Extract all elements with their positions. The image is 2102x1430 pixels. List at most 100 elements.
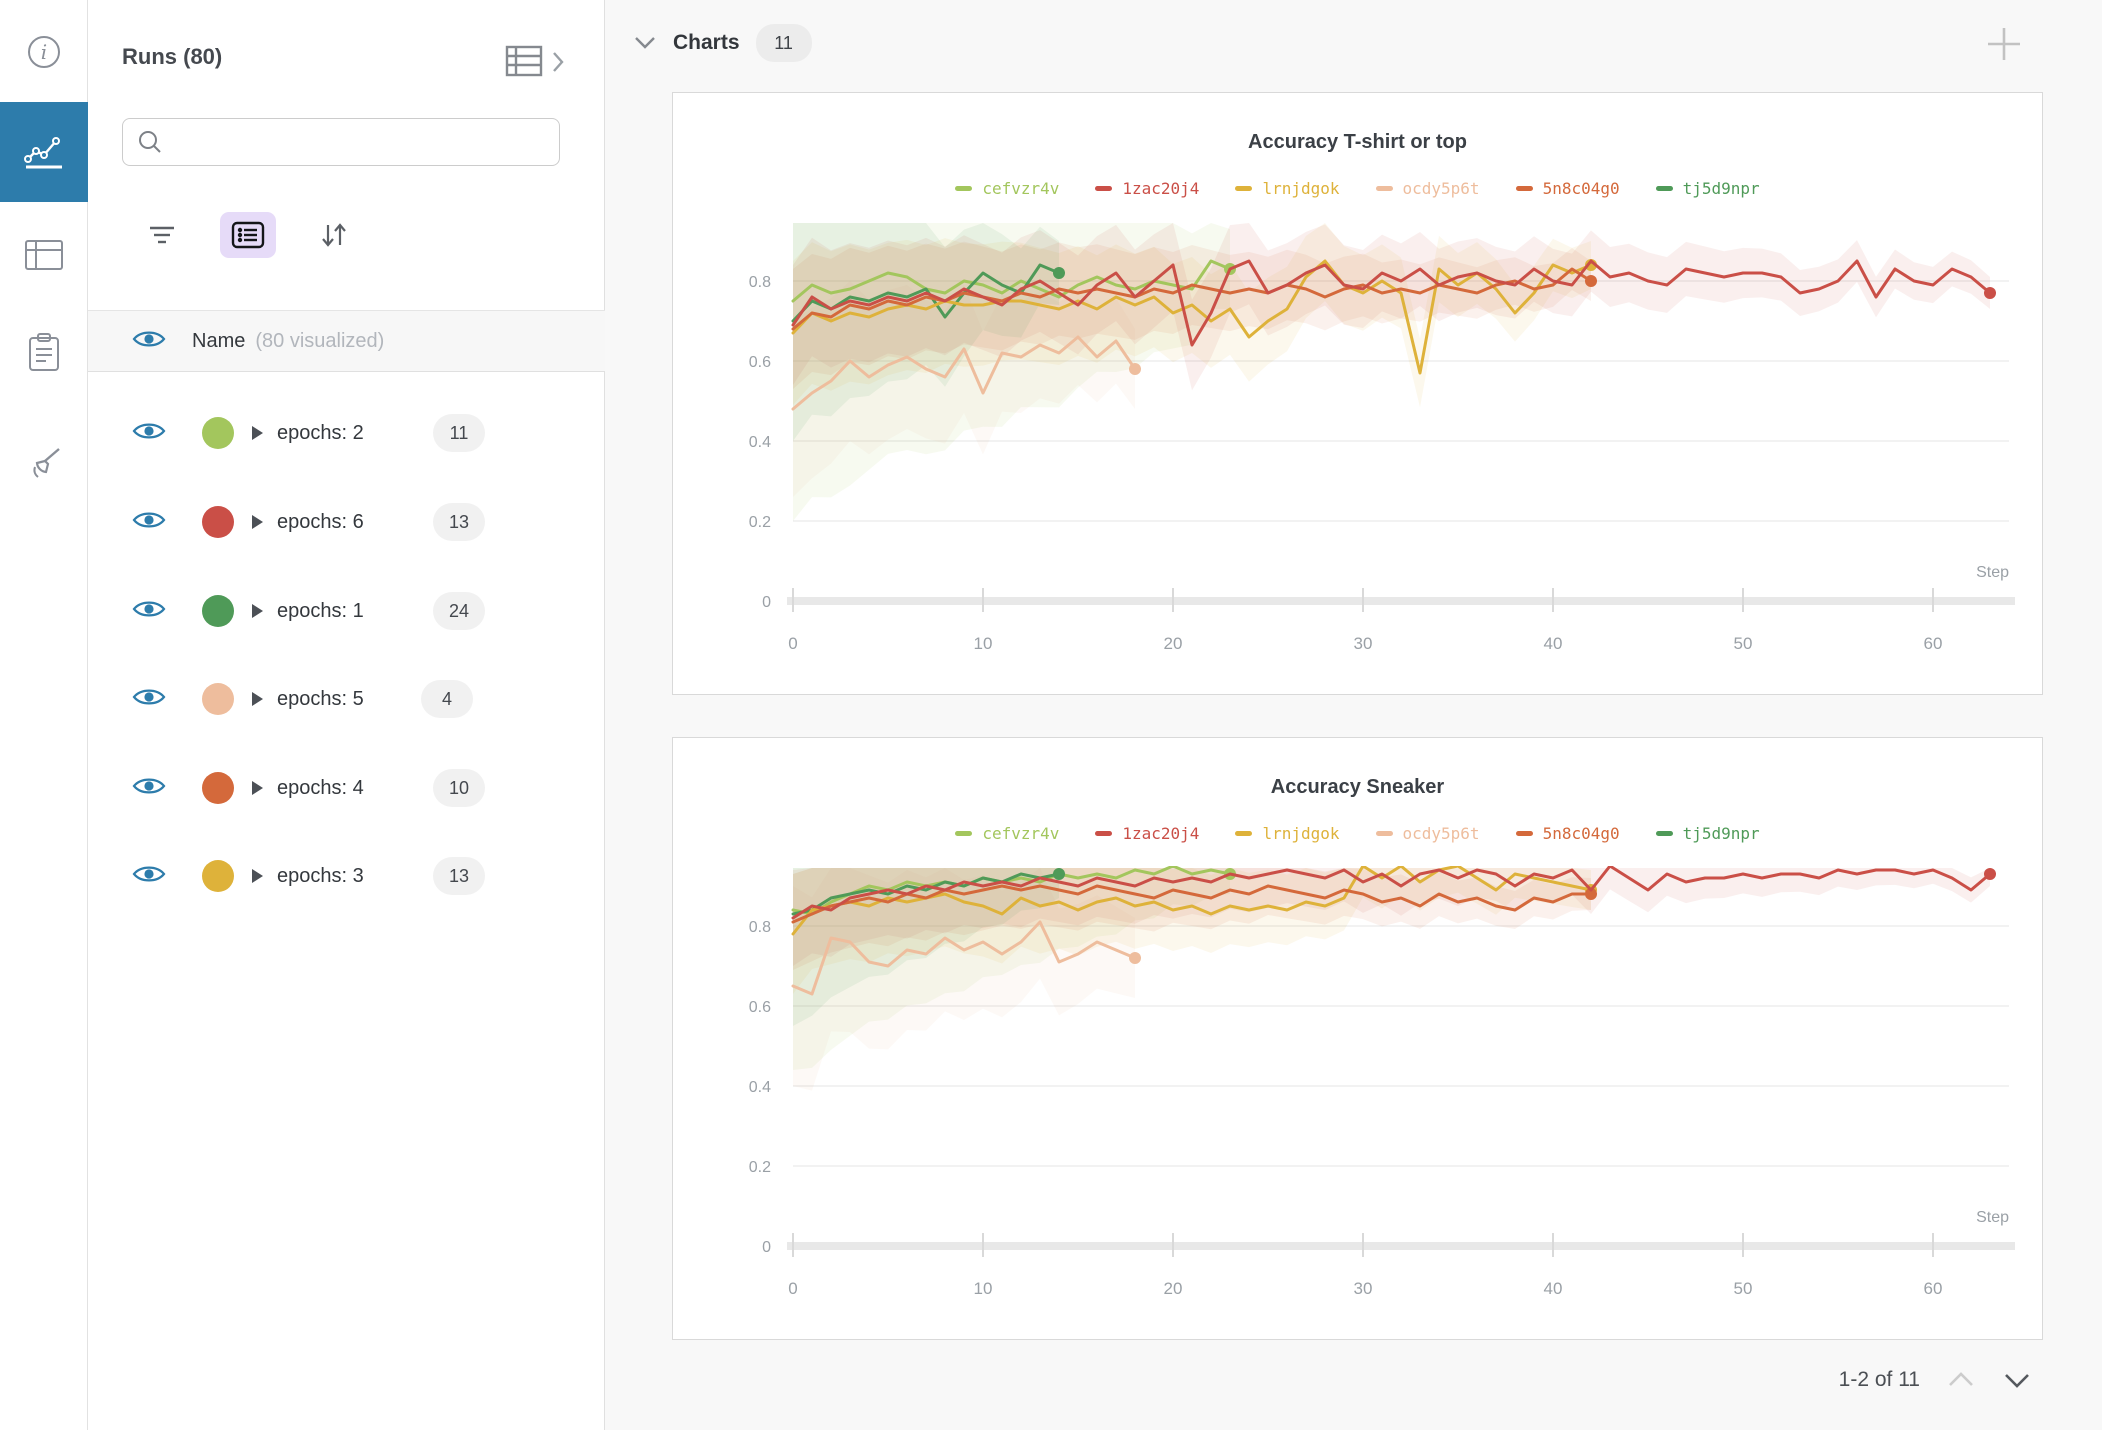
svg-text:i: i xyxy=(41,40,47,64)
run-group-row[interactable]: epochs: 3 13 xyxy=(88,843,605,909)
visibility-eye-icon[interactable] xyxy=(132,420,166,447)
svg-text:0.4: 0.4 xyxy=(749,434,771,451)
panel-pagination: 1-2 of 11 xyxy=(1839,1368,2032,1392)
visibility-eye-icon[interactable] xyxy=(132,598,166,625)
legend-item[interactable]: ocdy5p6t xyxy=(1375,179,1480,198)
legend-swatch xyxy=(1235,831,1253,836)
chart-plot-wrap: 0 0.2 0.4 0.6 0.8 0 10 20 30 40 50 60 Step xyxy=(683,864,2033,1333)
run-group-label: epochs: 1 xyxy=(277,599,364,622)
sweep-broom-icon[interactable] xyxy=(0,414,88,514)
legend-item[interactable]: 5n8c04g0 xyxy=(1515,824,1620,843)
expand-caret-icon[interactable] xyxy=(252,604,263,618)
series-line-1zac20j4 xyxy=(791,864,1992,920)
chart-legend: cefvzr4v 1zac20j4 lrnjdgok ocdy5p6t 5n8c04g0… xyxy=(673,179,2042,198)
charts-icon[interactable] xyxy=(0,102,88,202)
chart-plot[interactable]: 0 0.2 0.4 0.6 0.8 0 10 20 30 40 50 60 Step xyxy=(683,864,2033,1328)
legend-item[interactable]: tj5d9npr xyxy=(1655,179,1760,198)
legend-label: cefvzr4v xyxy=(982,824,1060,843)
visibility-eye-icon[interactable] xyxy=(132,686,166,713)
run-count-badge: 11 xyxy=(433,414,485,452)
legend-item[interactable]: lrnjdgok xyxy=(1235,179,1340,198)
group-list-toggle-button[interactable] xyxy=(220,212,276,258)
run-group-row[interactable]: epochs: 1 24 xyxy=(88,578,605,644)
run-group-row[interactable]: epochs: 4 10 xyxy=(88,755,605,821)
run-search-box[interactable] xyxy=(122,118,560,166)
chevron-down-icon[interactable] xyxy=(633,35,657,51)
search-icon xyxy=(139,131,161,153)
svg-text:0.4: 0.4 xyxy=(749,1079,771,1096)
table-icon[interactable] xyxy=(0,206,88,306)
visibility-eye-icon[interactable] xyxy=(132,328,166,355)
chevron-up-icon xyxy=(1949,1372,1973,1386)
run-group-row[interactable]: epochs: 5 4 xyxy=(88,666,605,732)
run-group-label: epochs: 2 xyxy=(277,421,364,444)
chart-panel[interactable]: Accuracy T-shirt or top cefvzr4v 1zac20j4… xyxy=(672,92,2043,695)
visibility-eye-icon[interactable] xyxy=(132,775,166,802)
chart-plot[interactable]: 0 0.2 0.4 0.6 0.8 0 10 20 30 40 50 60 Step xyxy=(683,221,2033,683)
legend-item[interactable]: lrnjdgok xyxy=(1235,824,1340,843)
legend-item[interactable]: cefvzr4v xyxy=(955,179,1059,198)
svg-text:20: 20 xyxy=(1164,1279,1183,1298)
visibility-eye-icon[interactable] xyxy=(132,863,166,890)
pagination-prev-button[interactable] xyxy=(1946,1370,1976,1390)
chart-panel[interactable]: Accuracy Sneaker cefvzr4v 1zac20j4 lrnjdgo… xyxy=(672,737,2043,1340)
legend-swatch xyxy=(1095,186,1113,191)
open-runs-table-button[interactable] xyxy=(504,44,566,80)
pagination-next-button[interactable] xyxy=(2002,1370,2032,1390)
expand-caret-icon[interactable] xyxy=(252,869,263,883)
runs-table-icon xyxy=(505,45,543,77)
legend-label: lrnjdgok xyxy=(1262,179,1340,198)
expand-caret-icon[interactable] xyxy=(252,781,263,795)
run-count-badge: 13 xyxy=(432,857,485,895)
series-line-cefvzr4v xyxy=(791,864,1232,916)
charts-area: Charts 11 Accuracy T-shirt or top cefvzr… xyxy=(605,0,2102,1430)
expand-caret-icon[interactable] xyxy=(252,692,263,706)
expand-caret-icon[interactable] xyxy=(252,426,263,440)
svg-text:0.8: 0.8 xyxy=(749,919,771,936)
svg-text:40: 40 xyxy=(1544,1279,1563,1298)
charts-section-header[interactable]: Charts 11 xyxy=(633,24,812,62)
run-group-row[interactable]: epochs: 6 13 xyxy=(88,489,605,555)
filter-icon xyxy=(150,226,174,244)
run-group-label: epochs: 4 xyxy=(277,776,364,799)
add-panel-button[interactable] xyxy=(1984,24,2024,69)
legend-label: 5n8c04g0 xyxy=(1542,824,1620,843)
expand-caret-icon[interactable] xyxy=(252,515,263,529)
legend-item[interactable]: tj5d9npr xyxy=(1655,824,1760,843)
run-group-row[interactable]: epochs: 2 11 xyxy=(88,400,605,466)
run-color-dot xyxy=(202,860,234,892)
run-search-input[interactable] xyxy=(173,132,559,152)
legend-item[interactable]: 1zac20j4 xyxy=(1095,179,1199,198)
series-line-ocdy5p6t xyxy=(791,920,1137,996)
run-count-badge: 10 xyxy=(432,769,485,807)
legend-swatch xyxy=(1095,831,1113,836)
filter-button[interactable] xyxy=(134,212,190,258)
info-icon[interactable]: i xyxy=(0,2,88,102)
legend-item[interactable]: 5n8c04g0 xyxy=(1515,179,1620,198)
chart-legend: cefvzr4v 1zac20j4 lrnjdgok ocdy5p6t 5n8c04g0… xyxy=(673,824,2042,843)
chevron-down-icon xyxy=(2005,1374,2029,1388)
legend-item[interactable]: ocdy5p6t xyxy=(1375,824,1480,843)
run-group-label: epochs: 3 xyxy=(277,864,364,887)
legend-label: cefvzr4v xyxy=(982,179,1060,198)
list-icon xyxy=(231,221,265,249)
svg-text:20: 20 xyxy=(1164,634,1183,653)
svg-text:50: 50 xyxy=(1734,1279,1753,1298)
notes-icon[interactable] xyxy=(0,304,88,404)
run-list-header[interactable]: Name (80 visualized) xyxy=(88,310,605,372)
chart-title: Accuracy T-shirt or top xyxy=(1248,131,1467,153)
legend-item[interactable]: 1zac20j4 xyxy=(1095,824,1199,843)
runs-toolbar xyxy=(134,212,362,258)
run-color-dot xyxy=(202,506,234,538)
sort-button[interactable] xyxy=(306,212,362,258)
legend-swatch xyxy=(1655,831,1673,836)
legend-item[interactable]: cefvzr4v xyxy=(955,824,1059,843)
legend-label: ocdy5p6t xyxy=(1402,179,1480,198)
svg-text:30: 30 xyxy=(1354,1279,1373,1298)
visibility-eye-icon[interactable] xyxy=(132,509,166,536)
chart-title: Accuracy Sneaker xyxy=(1270,776,1445,798)
legend-swatch xyxy=(1515,186,1533,191)
svg-text:50: 50 xyxy=(1734,634,1753,653)
legend-label: 5n8c04g0 xyxy=(1542,179,1620,198)
